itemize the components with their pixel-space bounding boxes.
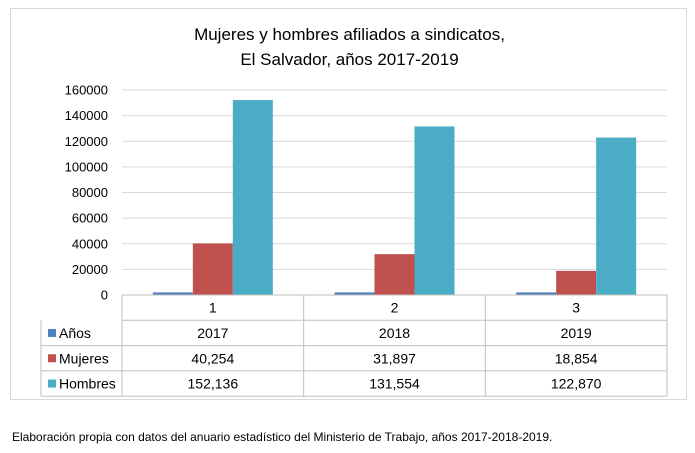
y-tick-label: 0 [101,288,108,303]
bar-años [334,292,375,295]
legend-label-años: Años [59,325,91,341]
legend-key-años [48,328,56,337]
data-label: 31,897 [373,350,416,366]
bar-mujeres [192,243,233,295]
bar-mujeres [374,254,415,295]
legend-key-hombres [48,379,56,388]
legend-label-hombres: Hombres [59,376,116,392]
y-tick-label: 120000 [65,134,108,149]
chart-frame: Mujeres y hombres afiliados a sindicatos… [10,8,687,400]
data-label: 131,554 [369,376,420,392]
data-label: 18,854 [555,350,598,366]
x-tick-label: 2 [391,300,399,316]
bar-años [516,292,557,295]
x-tick-label: 1 [209,300,217,316]
y-tick-label: 100000 [65,159,108,174]
y-tick-label: 160000 [65,83,108,98]
bar-hombres [414,126,455,295]
data-label: 40,254 [191,350,234,366]
bar-hombres [596,137,637,295]
chart-title-line: El Salvador, años 2017-2019 [240,50,458,69]
data-label: 2018 [379,325,410,341]
data-label: 152,136 [188,376,239,392]
bar-mujeres [556,270,597,295]
legend-label-mujeres: Mujeres [59,350,109,366]
x-tick-label: 3 [572,300,580,316]
chart-svg: Mujeres y hombres afiliados a sindicatos… [40,25,668,397]
y-tick-label: 140000 [65,108,108,123]
legend-key-mujeres [48,354,56,363]
bar-años [152,292,193,295]
bar-hombres [232,100,273,296]
data-label: 2019 [561,325,592,341]
y-tick-label: 60000 [72,211,108,226]
y-tick-label: 80000 [72,185,108,200]
data-label: 122,870 [551,376,602,392]
y-tick-label: 40000 [72,236,108,251]
y-tick-label: 20000 [72,262,108,277]
data-label: 2017 [197,325,228,341]
chart-caption: Elaboración propia con datos del anuario… [12,430,553,444]
chart-title-line: Mujeres y hombres afiliados a sindicatos… [194,25,505,44]
